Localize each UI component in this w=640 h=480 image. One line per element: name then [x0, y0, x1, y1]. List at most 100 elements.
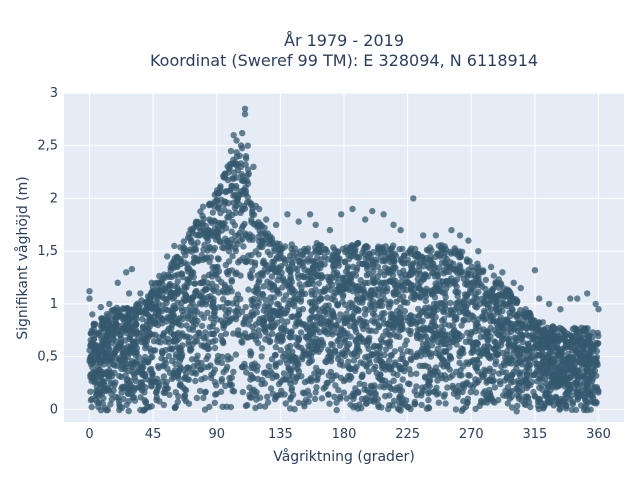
scatter-point: [469, 343, 477, 350]
scatter-point: [402, 271, 409, 278]
scatter-point: [180, 311, 187, 319]
scatter-point: [205, 363, 212, 371]
scatter-point: [467, 330, 475, 338]
scatter-point: [473, 275, 480, 282]
scatter-point: [222, 366, 230, 373]
scatter-point: [414, 292, 421, 299]
scatter-point: [228, 276, 235, 284]
scatter-point: [257, 270, 264, 277]
scatter-point: [172, 403, 179, 410]
scatter-point: [506, 341, 513, 349]
scatter-point: [377, 297, 385, 305]
scatter-point: [96, 356, 103, 363]
scatter-point: [286, 282, 293, 289]
scatter-point: [255, 279, 262, 286]
scatter-point: [538, 348, 546, 355]
scatter-point: [540, 404, 547, 411]
scatter-point: [393, 298, 400, 305]
scatter-point: [407, 330, 414, 338]
scatter-point: [548, 367, 556, 374]
scatter-point: [303, 333, 310, 341]
scatter-point: [265, 363, 273, 370]
scatter-point: [342, 301, 349, 308]
scatter-point: [333, 406, 340, 414]
scatter-point: [125, 407, 132, 415]
scatter-point: [234, 241, 241, 248]
scatter-point: [463, 281, 471, 289]
scatter-point: [481, 297, 488, 305]
scatter-point: [334, 337, 341, 345]
scatter-point: [451, 316, 458, 324]
scatter-point: [521, 309, 528, 316]
scatter-point: [354, 346, 362, 353]
scatter-point: [412, 245, 419, 253]
scatter-point: [272, 394, 280, 401]
scatter-point: [206, 323, 213, 331]
scatter-point: [377, 383, 384, 390]
scatter-point: [187, 310, 194, 317]
scatter-point: [473, 357, 481, 364]
scatter-point: [323, 379, 330, 387]
scatter-point: [185, 364, 192, 371]
scatter-point: [525, 342, 532, 350]
scatter-point: [460, 384, 468, 391]
scatter-point: [228, 374, 235, 381]
scatter-point: [210, 304, 217, 311]
scatter-point: [495, 396, 502, 404]
x-tick-label: 315: [522, 427, 547, 442]
scatter-point: [152, 294, 159, 302]
scatter-point: [595, 340, 602, 347]
scatter-point: [177, 244, 184, 251]
scatter-point: [361, 311, 369, 318]
scatter-point: [222, 261, 229, 269]
scatter-point: [464, 270, 471, 277]
scatter-point: [526, 309, 533, 317]
scatter-point: [268, 273, 276, 280]
scatter-point: [363, 262, 370, 269]
scatter-point: [201, 241, 208, 249]
scatter-point: [220, 321, 227, 329]
scatter-point: [188, 269, 195, 277]
scatter-point: [514, 402, 521, 410]
scatter-point: [448, 338, 455, 346]
scatter-point: [345, 363, 352, 370]
scatter-point: [267, 294, 274, 301]
scatter-point: [112, 307, 119, 314]
scatter-point: [244, 142, 251, 149]
scatter-point: [131, 374, 138, 381]
scatter-point: [288, 261, 296, 268]
scatter-point: [298, 353, 306, 360]
scatter-point: [288, 245, 295, 253]
scatter-point: [432, 280, 439, 287]
scatter-point: [193, 338, 201, 345]
scatter-point: [297, 298, 305, 305]
scatter-point: [198, 322, 206, 330]
scatter-point: [315, 242, 323, 249]
scatter-point: [308, 314, 315, 321]
scatter-point: [442, 400, 449, 407]
scatter-point: [225, 248, 233, 255]
scatter-point: [168, 346, 175, 353]
scatter-point: [381, 279, 388, 286]
scatter-point: [390, 242, 397, 249]
scatter-point: [374, 273, 382, 280]
scatter-point: [164, 365, 171, 372]
scatter-point: [371, 342, 378, 349]
scatter-point: [447, 248, 454, 256]
scatter-point: [199, 288, 206, 296]
scatter-point: [142, 344, 149, 352]
scatter-point: [230, 199, 237, 206]
scatter-point: [256, 205, 263, 213]
scatter-point: [215, 304, 222, 311]
scatter-point: [309, 345, 316, 353]
scatter-point: [487, 305, 495, 313]
scatter-point: [190, 363, 197, 370]
scatter-point: [315, 280, 322, 287]
scatter-point: [324, 354, 331, 361]
scatter-point: [385, 405, 392, 413]
scatter-point: [422, 373, 429, 380]
scatter-point: [114, 329, 121, 337]
scatter-point: [104, 333, 111, 340]
scatter-point: [316, 329, 323, 336]
scatter-point: [385, 340, 392, 347]
